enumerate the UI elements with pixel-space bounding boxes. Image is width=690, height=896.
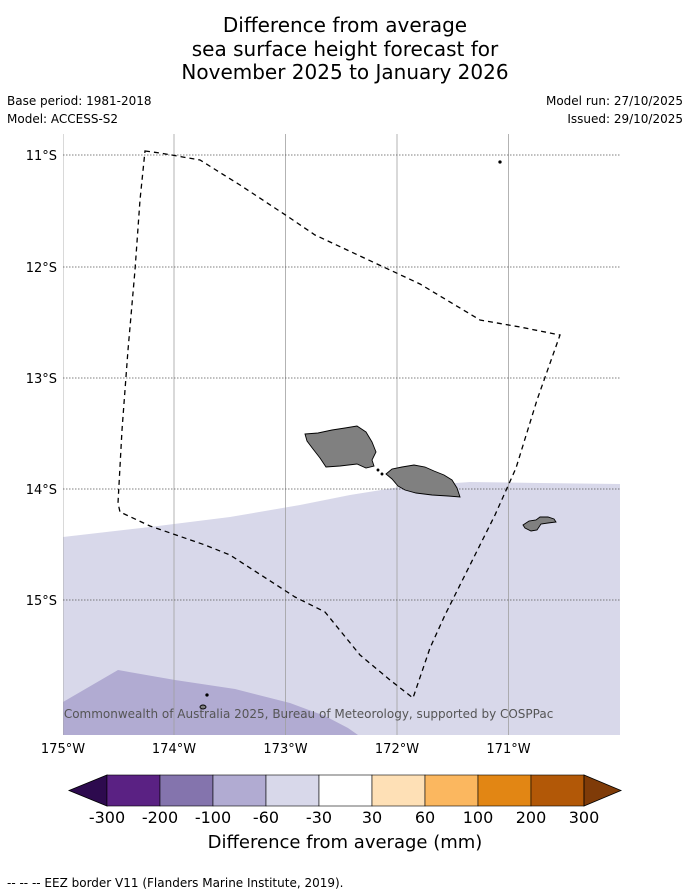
colorbar-title: Difference from average (mm) [207, 832, 483, 853]
colorbar-tick-label: -100 [194, 808, 232, 827]
colorbar-swatch-1 [106, 774, 161, 807]
colorbar-extend-high [583, 774, 623, 807]
title-line-1: Difference from average [222, 13, 468, 37]
colorbar-swatch-3 [212, 774, 267, 807]
colorbar-swatch-7 [424, 774, 479, 807]
colorbar-swatch-9 [530, 774, 585, 807]
island-savaii [304, 425, 377, 469]
lon-labels: 175°W 174°W 173°W 172°W 171°W [41, 742, 531, 757]
colorbar-swatch-5 [318, 774, 373, 807]
eez-legend-footer: -- -- -- EEZ border V11 (Flanders Marine… [7, 876, 344, 890]
colorbar-extend-low [67, 774, 108, 807]
colorbar-swatch-2 [159, 774, 214, 807]
copyright-text: © Commonwealth of Australia 2025, Bureau… [48, 707, 553, 721]
colorbar-swatch-8 [477, 774, 532, 807]
colorbar-tick-label: 200 [515, 808, 547, 827]
title-line-3: November 2025 to January 2026 [181, 60, 509, 84]
colorbar-tick-label: 100 [462, 808, 494, 827]
colorbar-tick-label: 60 [414, 808, 436, 827]
lon-label-172: 172°W [375, 742, 419, 757]
meta-left: Base period: 1981-2018 Model: ACCESS-S2 [7, 92, 152, 128]
map-title: Difference from average sea surface heig… [0, 13, 690, 85]
lat-label-11: 11°S [26, 149, 57, 164]
issued-date: Issued: 29/10/2025 [567, 112, 683, 126]
lat-labels: 11°S 12°S 13°S 14°S 15°S [26, 149, 57, 609]
colorbar-tick-label: -30 [305, 808, 333, 827]
colorbar-tick-label: -300 [88, 808, 126, 827]
islet-tafahi [205, 693, 209, 697]
meta-right: Model run: 27/10/2025 Issued: 29/10/2025 [546, 92, 683, 128]
lat-label-14: 14°S [26, 483, 57, 498]
colorbar-tick-label: -200 [141, 808, 179, 827]
islet-manono [380, 472, 384, 476]
lat-label-15: 15°S [26, 594, 57, 609]
lat-label-13: 13°S [26, 372, 57, 387]
anomaly-region-light [63, 482, 620, 735]
islet-apolima [376, 468, 380, 472]
gridlines [63, 134, 620, 735]
colorbar-swatch-4 [265, 774, 320, 807]
colorbar [67, 774, 623, 807]
model-run: Model run: 27/10/2025 [545, 94, 683, 108]
island-tutuila [522, 516, 557, 532]
island-niuafoou [199, 704, 207, 710]
islet-swains [498, 160, 502, 164]
lon-label-174: 174°W [152, 742, 196, 757]
lon-label-175: 175°W [41, 742, 85, 757]
title-line-2: sea surface height forecast for [191, 36, 499, 61]
colorbar-swatch-6 [371, 774, 426, 807]
islands [199, 160, 557, 710]
model-name: Model: ACCESS-S2 [7, 112, 119, 126]
island-upolu [385, 464, 461, 498]
base-period: Base period: 1981-2018 [7, 94, 152, 108]
lon-label-171: 171°W [486, 742, 530, 757]
anomaly-region-deep [63, 670, 358, 735]
lon-label-173: 173°W [263, 742, 307, 757]
map-plot-area: © Commonwealth of Australia 2025, Bureau… [48, 134, 620, 735]
colorbar-tick-label: 30 [361, 808, 383, 827]
eez-border [117, 150, 561, 700]
lat-label-12: 12°S [26, 261, 57, 276]
colorbar-tick-label: -60 [252, 808, 280, 827]
colorbar-tick-label: 300 [568, 808, 600, 827]
